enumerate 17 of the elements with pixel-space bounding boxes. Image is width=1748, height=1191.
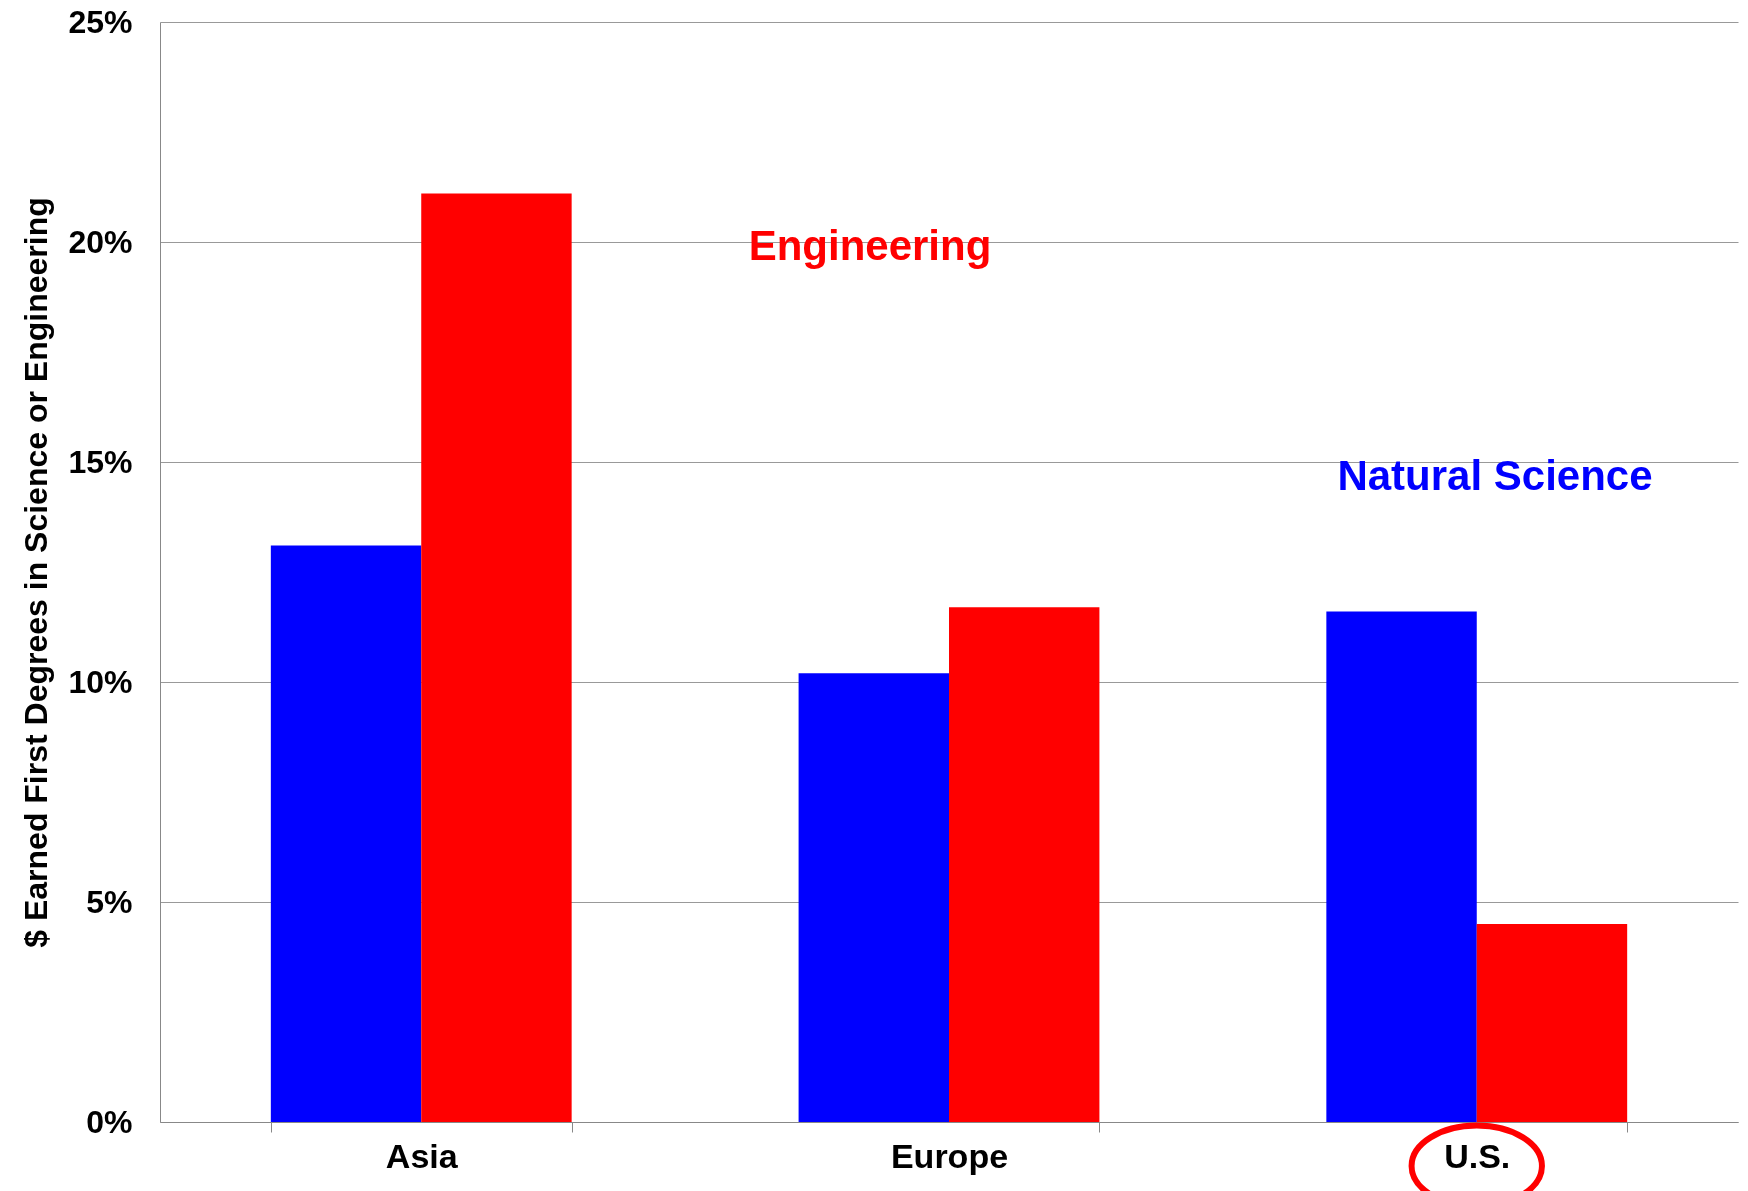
- text: Engineering: [748, 222, 992, 269]
- bar: [798, 673, 949, 1122]
- bar: [949, 607, 1100, 1122]
- y-tick-label: 5%: [86, 883, 133, 920]
- bar: [270, 545, 422, 1122]
- y-tick-label: 15%: [68, 443, 133, 480]
- x-tick-label: Europe: [890, 1136, 1009, 1175]
- y-tick-label: 0%: [86, 1103, 133, 1140]
- text: Natural Science: [1337, 452, 1653, 499]
- bar: [1326, 611, 1477, 1122]
- y-tick-label: 25%: [68, 3, 133, 40]
- y-tick-label: 20%: [68, 223, 133, 260]
- x-tick-label: Asia: [385, 1136, 459, 1175]
- x-tick-label: U.S.: [1444, 1136, 1511, 1175]
- y-tick-label: 10%: [68, 663, 133, 700]
- bar: [421, 193, 572, 1122]
- y-axis-title: $ Earned First Degrees in Science or Engineering: [18, 197, 55, 948]
